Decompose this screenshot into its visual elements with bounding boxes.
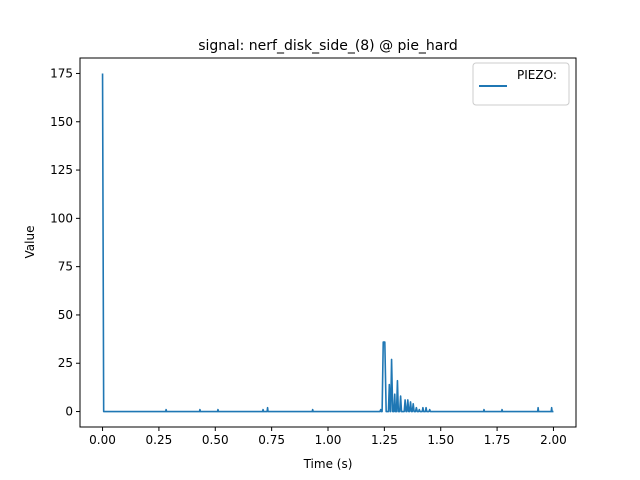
legend-frame: [472, 62, 570, 106]
y-tick-label: 75: [58, 260, 73, 274]
y-tick-label: 175: [50, 66, 73, 80]
x-axis-label: Time (s): [303, 457, 353, 471]
x-tick-label: 0.00: [89, 433, 116, 447]
x-tick-label: 0.25: [146, 433, 173, 447]
y-tick-label: 50: [58, 308, 73, 322]
y-tick-label: 0: [65, 405, 73, 419]
x-tick-label: 2.00: [540, 433, 567, 447]
x-tick-label: 1.50: [427, 433, 454, 447]
x-tick-label: 1.25: [371, 433, 398, 447]
y-tick-label: 25: [58, 356, 73, 370]
chart-title: signal: nerf_disk_side_(8) @ pie_hard: [198, 38, 458, 54]
x-tick-label: 0.75: [258, 433, 285, 447]
legend: PIEZO:: [472, 62, 570, 106]
y-axis-label: Value: [23, 226, 37, 259]
legend-label-piezo: PIEZO:: [517, 68, 557, 82]
y-tick-label: 150: [50, 115, 73, 129]
x-tick-label: 1.75: [484, 433, 511, 447]
y-tick-label: 125: [50, 163, 73, 177]
x-tick-label: 1.00: [315, 433, 342, 447]
y-tick-label: 100: [50, 211, 73, 225]
x-tick-label: 0.50: [202, 433, 229, 447]
x-axis-ticks: 0.00 0.25 0.50 0.75 1.00 1.25 1.50 1.75 2.00: [89, 427, 567, 447]
y-axis-ticks: 0 25 50 75 100 125 150 175: [50, 66, 80, 419]
series-line-piezo: [101, 73, 554, 413]
